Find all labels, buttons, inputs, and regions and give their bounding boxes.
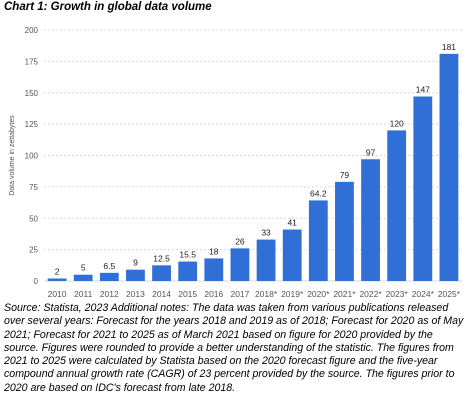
bar (413, 96, 433, 281)
y-tick-label: 100 (25, 152, 39, 161)
x-tick-label: 2025* (438, 289, 461, 299)
x-tick-label: 2024* (412, 289, 435, 299)
bar (126, 269, 145, 281)
bar (47, 278, 67, 281)
bar (73, 274, 93, 281)
y-tick-label: 150 (25, 89, 39, 98)
value-label: 26 (235, 236, 245, 246)
bar (361, 159, 380, 281)
x-tick-label: 2014 (152, 289, 171, 299)
chart-title: Chart 1: Growth in global data volume (4, 1, 212, 13)
value-label: 18 (209, 246, 219, 256)
x-tick-label: 2011 (74, 289, 93, 299)
bars (47, 53, 459, 281)
bar (335, 181, 354, 281)
x-tick-label: 2013 (126, 289, 145, 299)
x-tick-label: 2021* (333, 289, 356, 299)
value-label: 2 (55, 266, 60, 276)
bar (152, 265, 171, 281)
bar (99, 272, 119, 281)
bar (204, 258, 224, 281)
y-tick-label: 125 (25, 120, 39, 129)
bar (230, 248, 250, 281)
x-tick-label: 2018* (255, 289, 278, 299)
value-label: 6.5 (103, 261, 115, 271)
x-tick-label: 2017 (230, 289, 249, 299)
y-tick-label: 50 (29, 214, 38, 223)
value-label: 5 (81, 263, 86, 273)
value-label: 147 (416, 85, 430, 95)
value-label: 12.5 (153, 253, 170, 263)
value-label: 97 (366, 147, 376, 157)
bar (308, 200, 328, 281)
y-tick-label: 25 (29, 246, 38, 255)
y-tick-label: 0 (34, 277, 39, 286)
bar (439, 53, 459, 281)
value-label: 15.5 (179, 250, 196, 260)
x-tick-label: 2015 (178, 289, 197, 299)
source-note: Source: Statista, 2023 Additional notes:… (4, 302, 464, 394)
x-tick-label: 2020* (307, 289, 330, 299)
x-tick-label: 2010 (48, 289, 67, 299)
x-tick-label: 2012 (100, 289, 119, 299)
value-label: 41 (287, 218, 297, 228)
y-tick-label: 200 (25, 26, 39, 35)
bar (256, 239, 276, 281)
y-tick-label: 175 (25, 57, 39, 66)
x-tick-label: 2019* (281, 289, 304, 299)
value-label: 79 (340, 170, 350, 180)
value-label: 181 (442, 42, 456, 52)
x-tick-label: 2016 (204, 289, 223, 299)
bar (387, 130, 407, 281)
gridlines (44, 29, 462, 282)
bar-chart: 0 25 50 75 100 125 150 175 200 2 5 6.5 9 12.5 15.5 18 2… (0, 18, 474, 305)
bar (282, 229, 302, 281)
value-label: 64.2 (310, 188, 327, 198)
x-tick-label: 2022* (359, 289, 382, 299)
x-tick-labels: 2010 2011 2012 2013 2014 2015 2016 2017 2018* 201… (48, 289, 461, 299)
value-labels: 2 5 6.5 9 12.5 15.5 18 26 33 41 64.2 79 97 120 147 181 (55, 42, 457, 277)
y-axis-label: Data volume in zettabytes (9, 115, 16, 196)
bar (178, 261, 198, 281)
value-label: 120 (390, 118, 404, 128)
y-tick-label: 75 (29, 183, 38, 192)
x-tick-label: 2023* (386, 289, 409, 299)
value-label: 33 (261, 228, 271, 238)
value-label: 9 (133, 258, 138, 268)
y-tick-labels: 0 25 50 75 100 125 150 175 200 (25, 26, 39, 286)
